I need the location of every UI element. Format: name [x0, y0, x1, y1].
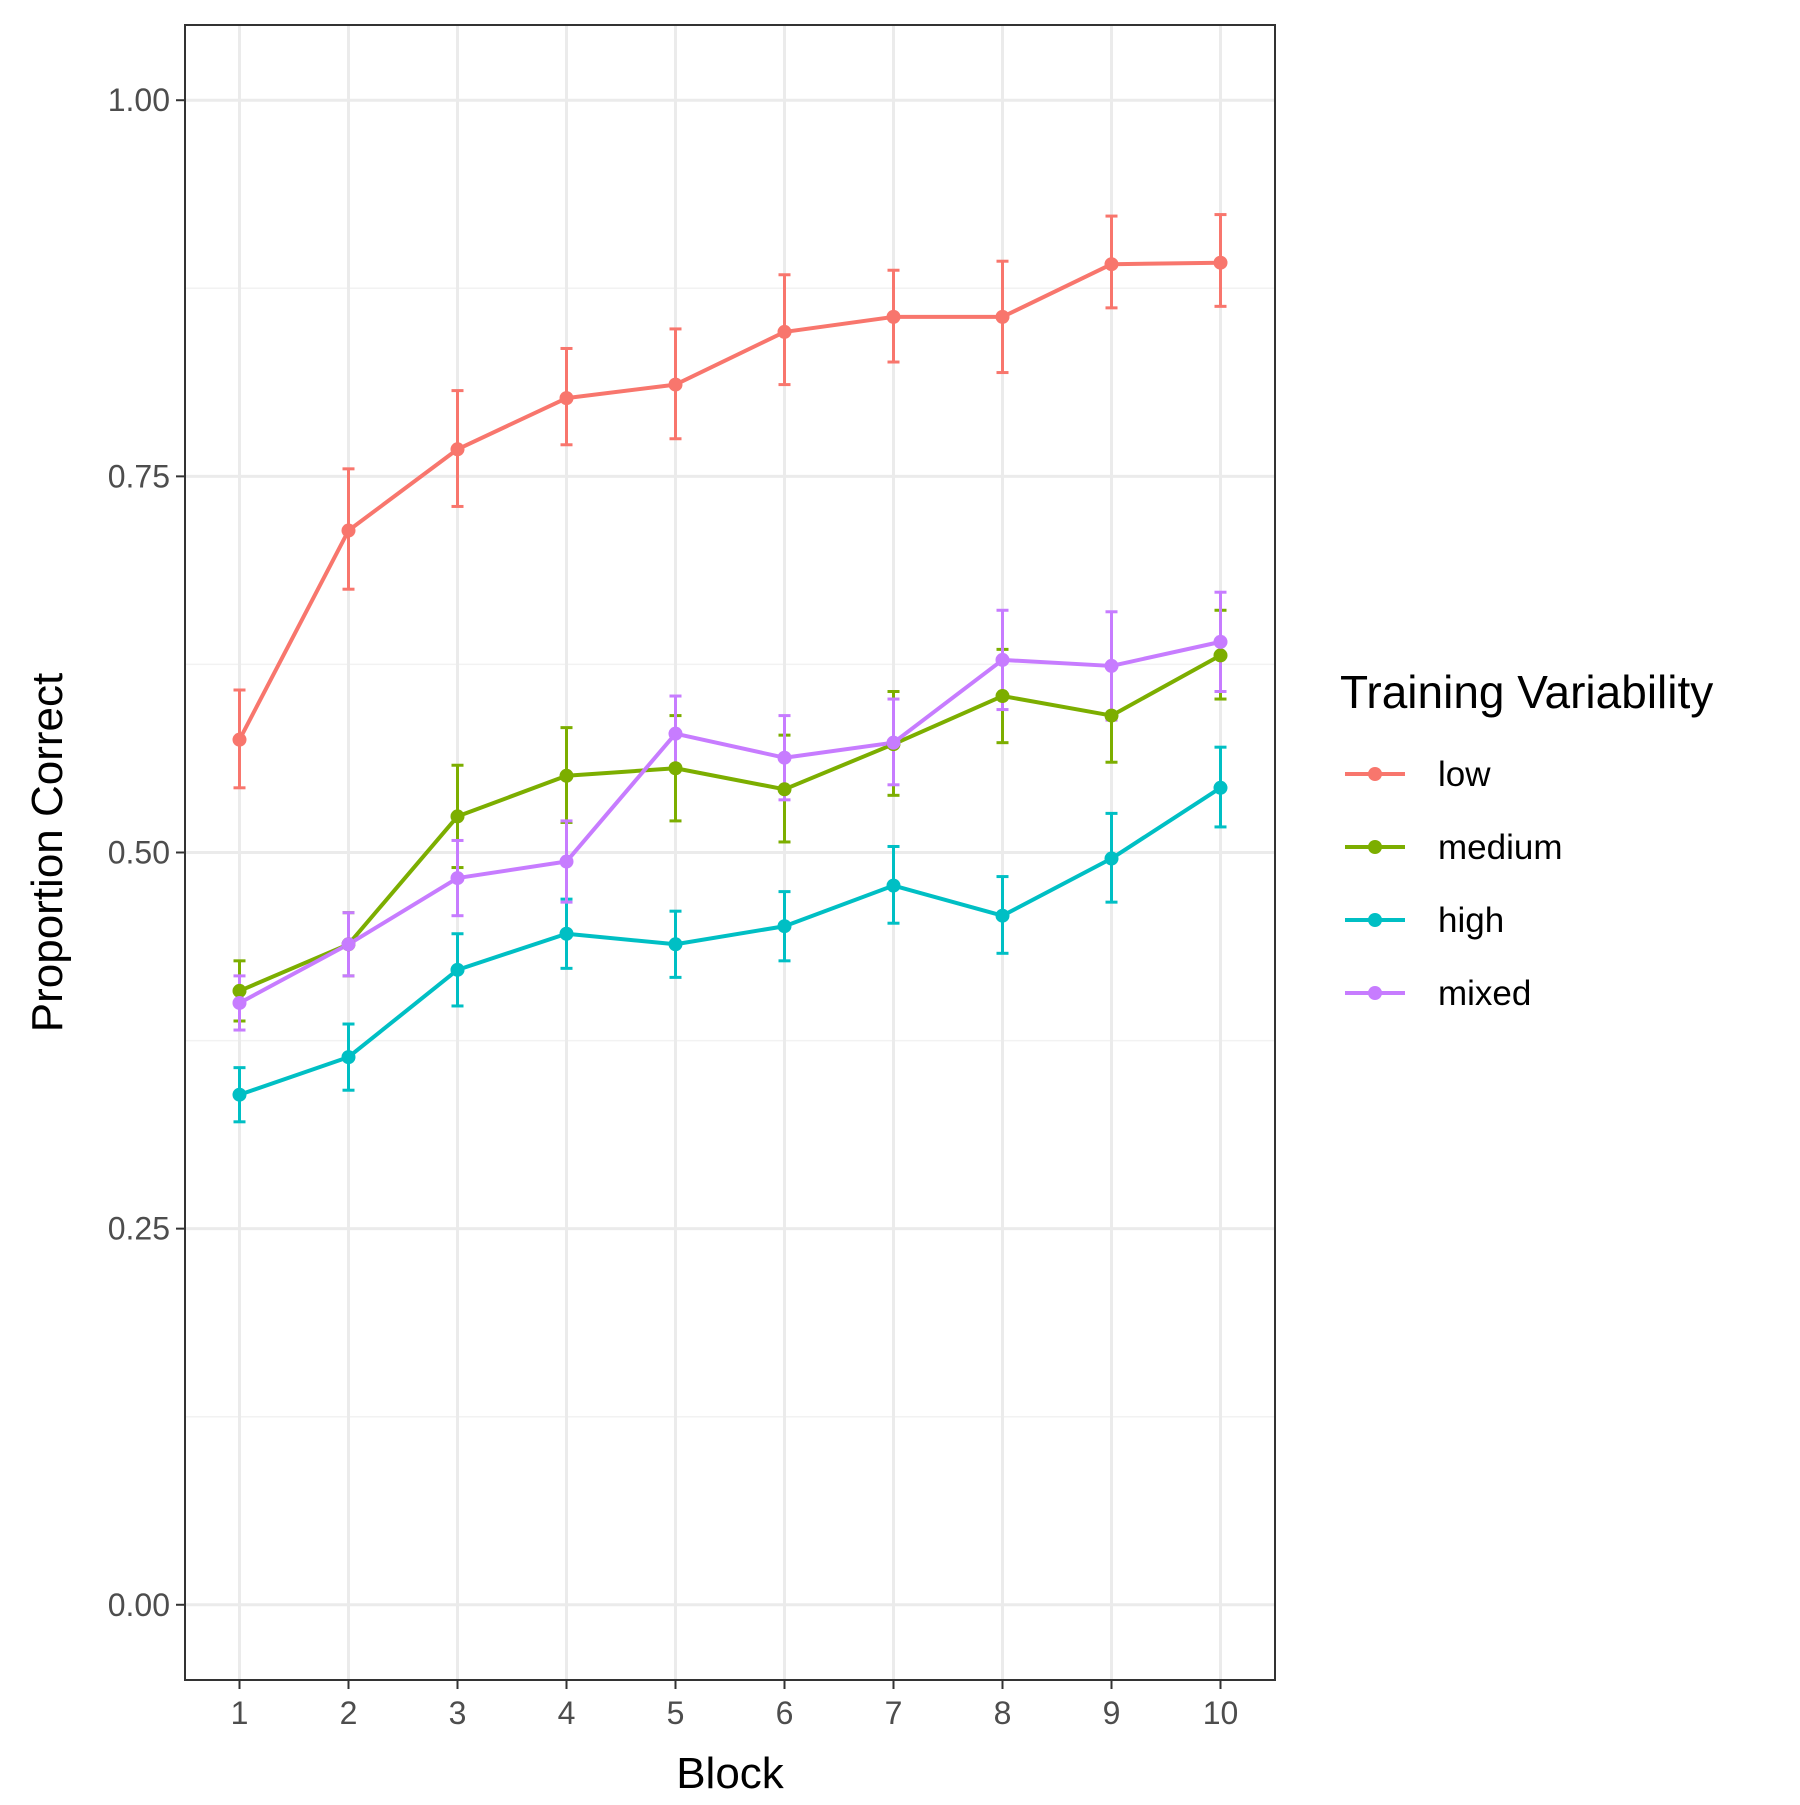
- legend-label-high: high: [1438, 901, 1504, 940]
- legend-key-point-mixed: [1368, 986, 1382, 1000]
- x-tick-label: 8: [994, 1695, 1012, 1731]
- y-tick-label: 0.00: [108, 1587, 170, 1623]
- data-point-mixed: [232, 995, 247, 1010]
- data-point-medium: [995, 689, 1010, 704]
- data-point-mixed: [995, 652, 1010, 667]
- data-point-medium: [668, 761, 683, 776]
- y-axis-title: Proportion Correct: [23, 673, 72, 1032]
- x-tick-label: 1: [231, 1695, 249, 1731]
- legend: Training Variability low medium high mixed: [1340, 666, 1713, 1013]
- x-tick-label: 9: [1103, 1695, 1121, 1731]
- x-tick-label: 3: [449, 1695, 467, 1731]
- data-point-mixed: [886, 735, 901, 750]
- data-point-high: [777, 919, 792, 934]
- data-point-mixed: [341, 937, 356, 952]
- data-point-high: [668, 937, 683, 952]
- data-point-high: [341, 1050, 356, 1065]
- data-point-medium: [1213, 648, 1228, 663]
- data-point-low: [1213, 255, 1228, 270]
- data-point-medium: [232, 983, 247, 998]
- y-tick-label: 0.25: [108, 1211, 170, 1247]
- data-point-medium: [1104, 708, 1119, 723]
- legend-label-mixed: mixed: [1438, 974, 1531, 1013]
- data-point-high: [886, 878, 901, 893]
- axes: 0.00 0.25 0.50 0.75 1.00 1 2 3 4 5 6 7 8 9 10: [108, 82, 1239, 1731]
- x-tick-label: 2: [340, 1695, 358, 1731]
- data-point-mixed: [559, 854, 574, 869]
- data-point-mixed: [668, 726, 683, 741]
- data-point-mixed: [1104, 658, 1119, 673]
- series-line-mixed: [238, 639, 1221, 1005]
- data-point-low: [1104, 257, 1119, 272]
- data-point-medium: [777, 782, 792, 797]
- data-point-high: [450, 962, 465, 977]
- series-points: [232, 255, 1228, 1102]
- data-point-low: [995, 309, 1010, 324]
- data-point-low: [341, 523, 356, 538]
- data-point-low: [886, 309, 901, 324]
- series-line-low: [237, 260, 1221, 741]
- data-point-high: [1104, 851, 1119, 866]
- data-point-low: [232, 732, 247, 747]
- series-line-high: [238, 786, 1222, 1097]
- data-point-mixed: [450, 871, 465, 886]
- x-tick-label: 10: [1203, 1695, 1239, 1731]
- y-tick-label: 1.00: [108, 82, 170, 118]
- data-point-high: [232, 1087, 247, 1102]
- x-axis-title: Block: [676, 1749, 785, 1798]
- legend-key-point-medium: [1368, 840, 1382, 854]
- data-point-mixed: [777, 750, 792, 765]
- data-point-high: [559, 926, 574, 941]
- x-tick-label: 6: [776, 1695, 794, 1731]
- x-tick-label: 5: [667, 1695, 685, 1731]
- data-point-low: [559, 391, 574, 406]
- data-point-low: [450, 442, 465, 457]
- error-bars: [233, 213, 1227, 1124]
- data-point-high: [1213, 780, 1228, 795]
- data-point-medium: [450, 809, 465, 824]
- x-tick-label: 4: [558, 1695, 576, 1731]
- x-tick-label: 7: [885, 1695, 903, 1731]
- data-point-high: [995, 908, 1010, 923]
- data-point-low: [777, 324, 792, 339]
- data-point-medium: [559, 768, 574, 783]
- y-tick-label: 0.75: [108, 458, 170, 494]
- legend-key-point-low: [1368, 767, 1382, 781]
- series-lines: [237, 260, 1222, 1097]
- legend-key-point-high: [1368, 913, 1382, 927]
- legend-label-low: low: [1438, 755, 1491, 794]
- legend-label-medium: medium: [1438, 828, 1562, 867]
- data-point-mixed: [1213, 634, 1228, 649]
- data-point-low: [668, 377, 683, 392]
- legend-title: Training Variability: [1340, 666, 1713, 718]
- y-tick-label: 0.50: [108, 835, 170, 871]
- series-line-medium: [238, 653, 1222, 993]
